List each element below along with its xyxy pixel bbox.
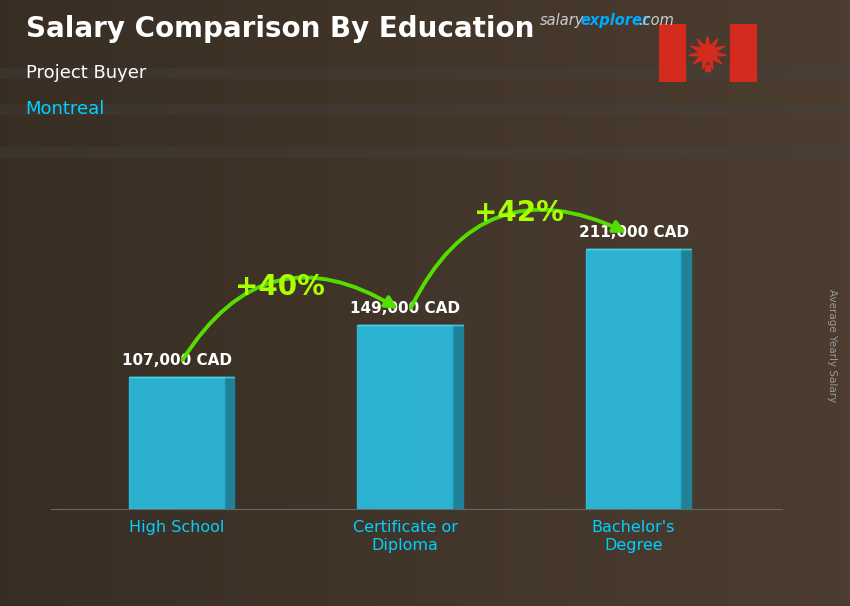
Bar (586, 248, 682, 509)
Text: salary: salary (540, 13, 584, 28)
Text: .com: .com (638, 13, 674, 28)
Polygon shape (224, 377, 235, 509)
Polygon shape (453, 325, 462, 509)
Text: +40%: +40% (235, 273, 325, 301)
Bar (705, 64, 711, 71)
Text: Project Buyer: Project Buyer (26, 64, 146, 82)
Text: explorer: explorer (581, 13, 649, 28)
Text: Montreal: Montreal (26, 100, 105, 118)
Text: 211,000 CAD: 211,000 CAD (579, 225, 688, 240)
Polygon shape (688, 36, 727, 69)
Text: Salary Comparison By Education: Salary Comparison By Education (26, 15, 534, 43)
Bar (128, 377, 224, 509)
Bar (659, 24, 685, 82)
Text: Average Yearly Salary: Average Yearly Salary (827, 289, 837, 402)
Bar (357, 325, 453, 509)
Text: 149,000 CAD: 149,000 CAD (350, 301, 460, 316)
Bar (730, 24, 756, 82)
Text: +42%: +42% (474, 199, 564, 227)
Polygon shape (682, 248, 691, 509)
Text: 107,000 CAD: 107,000 CAD (122, 353, 232, 368)
